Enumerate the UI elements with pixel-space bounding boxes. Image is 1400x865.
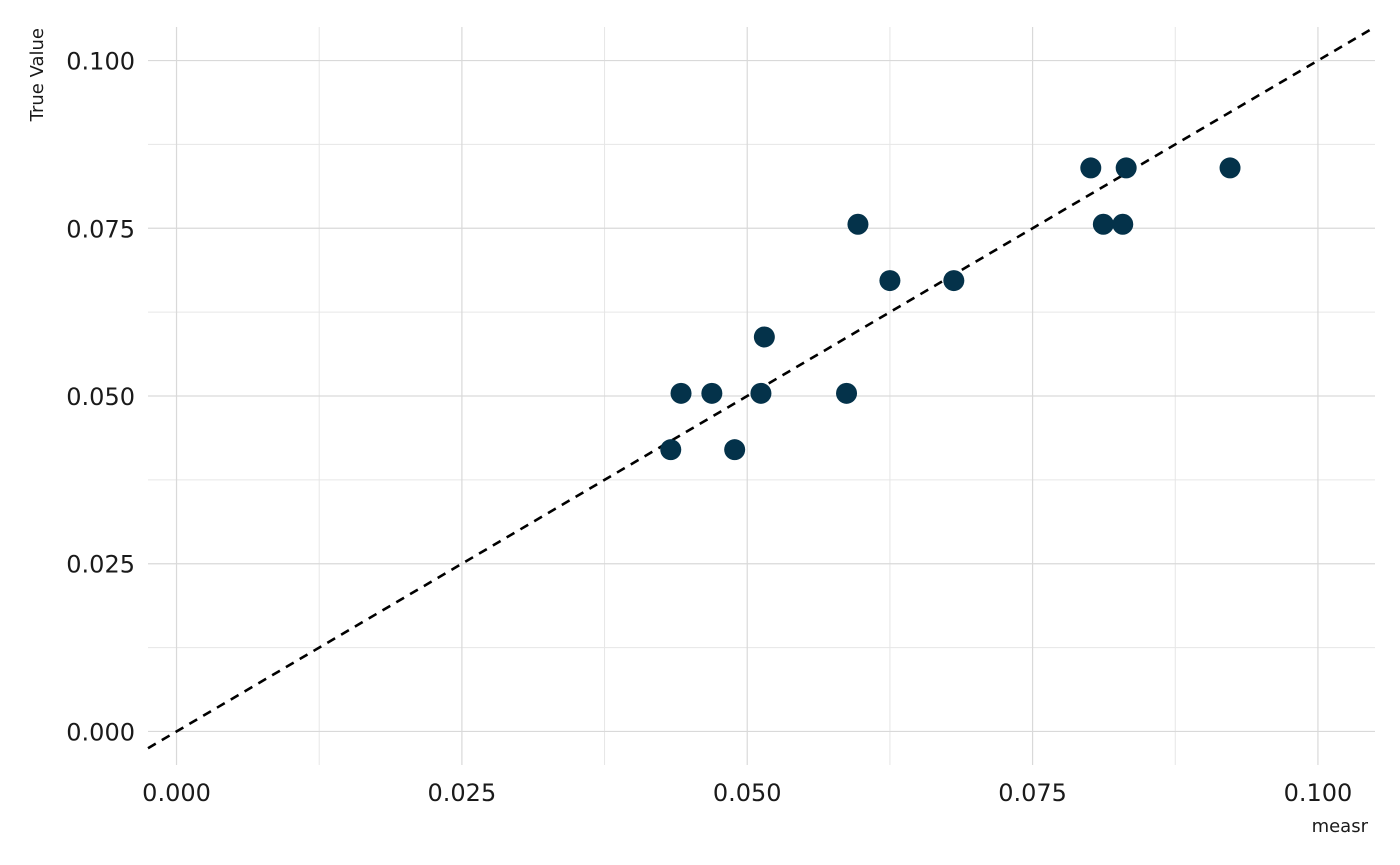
data-point-12 xyxy=(1092,213,1114,235)
x-axis-tick-labels: 0.000 0.025 0.050 0.075 0.100 xyxy=(142,779,1352,807)
y-tick-label: 0.050 xyxy=(66,383,135,411)
minor-gridlines xyxy=(148,27,1375,765)
data-point-10 xyxy=(943,270,965,292)
x-tick-label: 0.075 xyxy=(998,779,1067,807)
x-tick-label: 0.000 xyxy=(142,779,211,807)
data-point-15 xyxy=(1219,157,1241,179)
y-tick-label: 0.025 xyxy=(66,551,135,579)
x-tick-label: 0.050 xyxy=(713,779,782,807)
major-gridlines xyxy=(148,27,1375,765)
data-point-3 xyxy=(701,382,723,404)
data-point-11 xyxy=(1080,157,1102,179)
y-axis-tick-labels: 0.000 0.025 0.050 0.075 0.100 xyxy=(66,48,135,747)
y-axis-title: True Value xyxy=(27,28,48,122)
data-point-5 xyxy=(750,382,772,404)
data-point-6 xyxy=(753,326,775,348)
y-tick-label: 0.075 xyxy=(66,215,135,243)
data-points xyxy=(660,157,1241,461)
data-point-9 xyxy=(879,270,901,292)
y-tick-label: 0.000 xyxy=(66,718,135,746)
data-point-8 xyxy=(847,213,869,235)
data-point-1 xyxy=(660,439,682,461)
y-tick-label: 0.100 xyxy=(66,48,135,76)
data-point-14 xyxy=(1115,157,1137,179)
data-point-2 xyxy=(670,382,692,404)
data-point-7 xyxy=(836,382,858,404)
x-axis-title: measr xyxy=(1312,816,1369,837)
data-point-13 xyxy=(1112,213,1134,235)
x-tick-label: 0.025 xyxy=(428,779,497,807)
x-tick-label: 0.100 xyxy=(1284,779,1353,807)
data-point-4 xyxy=(724,439,746,461)
